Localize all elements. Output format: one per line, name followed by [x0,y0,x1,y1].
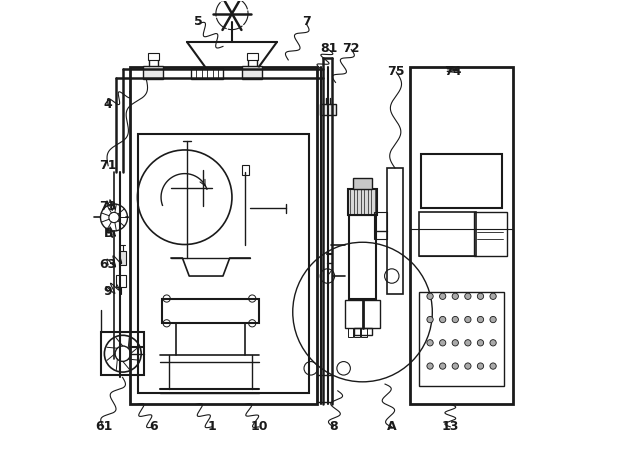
Circle shape [452,340,458,346]
Text: 74: 74 [444,65,462,77]
Text: 81: 81 [320,42,337,55]
Bar [346,300,379,328]
Bar [242,66,262,79]
Circle shape [439,316,446,323]
Bar [349,215,376,299]
Bar [138,134,308,393]
Bar [419,292,504,386]
Text: 63: 63 [99,258,117,271]
Bar [120,251,126,265]
Text: A: A [387,420,397,434]
Bar [353,178,373,189]
Bar [348,189,377,215]
Circle shape [439,363,446,369]
Text: B: B [104,227,113,240]
Circle shape [427,340,433,346]
Bar [317,375,333,402]
Bar [421,154,502,208]
Circle shape [465,340,471,346]
Text: 10: 10 [251,420,268,434]
Text: 8: 8 [329,420,337,434]
Bar [347,328,353,337]
Bar [320,104,336,115]
Circle shape [465,293,471,299]
Circle shape [478,316,484,323]
Circle shape [490,340,496,346]
Circle shape [427,363,433,369]
Bar [116,275,126,287]
Text: 7: 7 [302,15,310,28]
Circle shape [490,316,496,323]
Text: 1: 1 [207,420,216,434]
Circle shape [452,316,458,323]
Circle shape [427,293,433,299]
Bar [354,328,371,335]
Circle shape [452,363,458,369]
Bar [242,165,249,175]
Bar [387,168,403,294]
Text: 75: 75 [387,65,405,77]
Circle shape [490,363,496,369]
Circle shape [490,293,496,299]
Bar [361,328,366,337]
Text: 13: 13 [442,420,459,434]
Circle shape [465,316,471,323]
Bar [143,66,163,79]
Text: 5: 5 [194,15,202,28]
Bar [374,212,387,239]
Circle shape [478,363,484,369]
Circle shape [439,293,446,299]
Text: 6: 6 [149,420,157,434]
Circle shape [478,293,484,299]
Text: 72: 72 [342,42,360,55]
Bar [162,299,259,323]
Text: 61: 61 [95,420,112,434]
Bar [410,67,513,405]
Text: 73: 73 [99,200,117,213]
Bar [130,67,317,405]
Circle shape [452,293,458,299]
Bar [101,333,144,375]
Circle shape [478,340,484,346]
Bar [191,67,223,79]
Bar [147,53,159,60]
Circle shape [439,340,446,346]
Circle shape [427,316,433,323]
Text: 71: 71 [99,159,117,172]
Circle shape [465,363,471,369]
Text: 9: 9 [104,285,112,298]
Bar [247,53,258,60]
Bar [419,212,476,256]
Bar [474,212,507,256]
Bar [354,328,360,337]
Text: 4: 4 [104,98,112,111]
